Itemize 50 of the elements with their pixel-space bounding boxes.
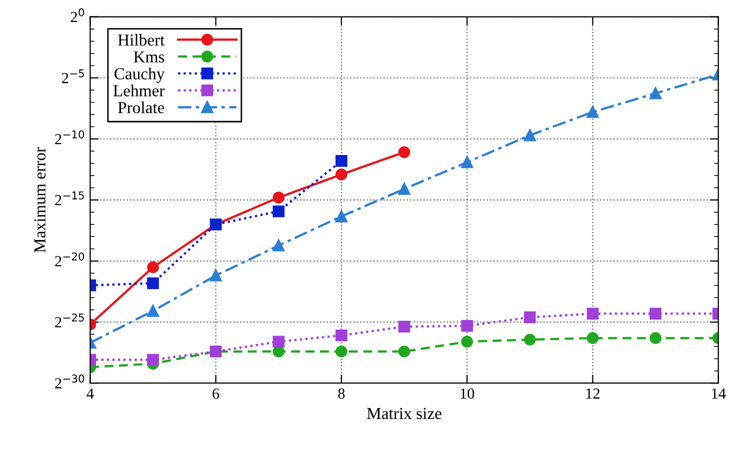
point [147, 354, 159, 366]
point [336, 329, 348, 342]
y-tick-label: 2$^{0}$ [70, 8, 84, 22]
x-axis-title: Matrix size [367, 408, 442, 420]
x-tick-label: 14 [712, 388, 726, 399]
legend-label: Lehmer [113, 84, 165, 96]
point [336, 155, 348, 167]
x-tick-label: 12 [586, 388, 600, 399]
point [147, 277, 159, 290]
point [461, 336, 473, 348]
point [650, 87, 662, 100]
point [398, 320, 410, 333]
point [398, 146, 410, 158]
point [524, 311, 536, 324]
x-tick-label: 6 [212, 388, 220, 399]
point [398, 346, 410, 358]
y-axis-title: Maximum error [34, 147, 46, 252]
point [461, 320, 473, 332]
point [524, 129, 536, 142]
point [272, 336, 285, 348]
point [272, 240, 285, 252]
legend-label: Hilbert [118, 34, 165, 46]
y-tick-label: 2$^{−30}$ [55, 374, 84, 388]
y-tick-label: 2$^{−10}$ [55, 130, 84, 144]
y-tick-label: 2$^{−15}$ [55, 192, 84, 206]
point [650, 308, 662, 320]
legend-label: Prolate [118, 102, 164, 114]
point [147, 261, 159, 274]
point [147, 305, 159, 317]
x-tick-label: 4 [86, 388, 94, 399]
y-tick-label: 2$^{−5}$ [62, 69, 84, 84]
point [210, 270, 222, 282]
x-tick-label: 8 [338, 388, 345, 399]
point [272, 192, 285, 204]
point [336, 168, 348, 180]
legend-label: Kms [134, 51, 164, 63]
point [398, 183, 410, 195]
y-tick-label: 2$^{−25}$ [55, 313, 84, 328]
x-tick-label: 10 [460, 388, 474, 399]
point [586, 332, 599, 344]
point [586, 106, 599, 118]
legend-label: Cauchy [114, 68, 165, 83]
point [524, 334, 536, 346]
point [586, 308, 599, 320]
point [272, 205, 285, 218]
point [461, 156, 473, 168]
y-tick-label: 2$^{−20}$ [55, 252, 84, 266]
point [336, 346, 348, 358]
point [650, 332, 662, 344]
point [336, 210, 348, 222]
